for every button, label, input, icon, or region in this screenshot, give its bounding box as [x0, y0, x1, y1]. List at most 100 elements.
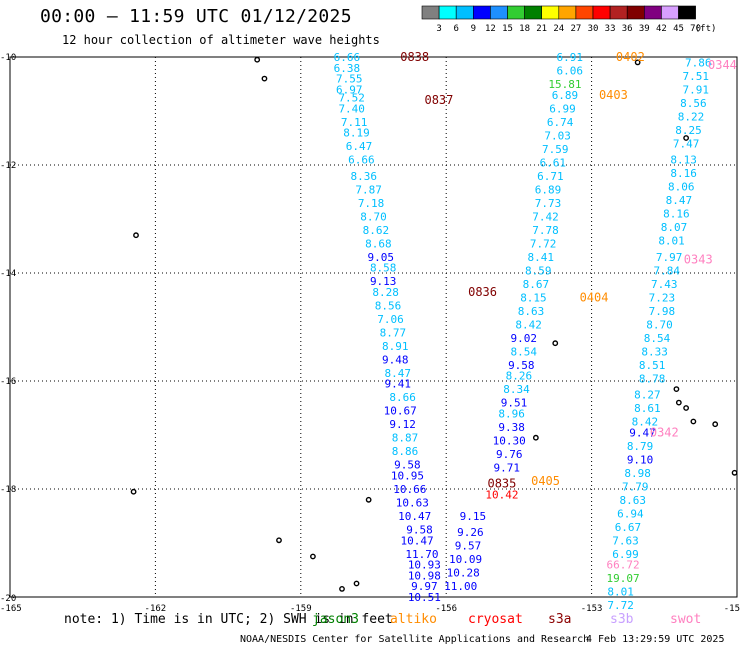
wave-height-label: 7.72 — [607, 599, 634, 612]
wave-height-label: 8.63 — [620, 494, 647, 507]
wave-height-label: 6.71 — [537, 170, 564, 183]
wave-height-label: 8.19 — [343, 127, 370, 140]
wave-height-label: 8.51 — [639, 359, 666, 372]
pass-label: 0342 — [650, 425, 679, 439]
wave-height-label: 8.42 — [515, 318, 542, 331]
wave-height-label: 9.76 — [496, 448, 523, 461]
wave-height-label: 6.89 — [535, 183, 562, 196]
wave-height-label: 8.47 — [666, 194, 693, 207]
wave-height-label: 8.36 — [351, 170, 378, 183]
wave-height-label: 19.07 — [607, 572, 640, 585]
wave-height-label: 8.66 — [389, 391, 416, 404]
colorbar-swatch — [678, 5, 696, 20]
y-tick-label: -18 — [0, 485, 16, 495]
wave-height-label: 8.27 — [634, 389, 661, 402]
wave-height-label: 9.41 — [384, 378, 411, 391]
wave-height-label: 8.47 — [384, 367, 411, 380]
wave-height-label: 6.74 — [547, 116, 574, 129]
generated-timestamp: 4 Feb 13:29:59 UTC 2025 — [586, 634, 725, 645]
wave-height-label: 8.16 — [663, 208, 690, 221]
wave-height-label: 7.18 — [358, 197, 385, 210]
island-marker — [133, 232, 139, 239]
wave-height-label: 6.67 — [615, 521, 642, 534]
wave-height-label: 6.61 — [540, 156, 567, 169]
wave-height-label: 7.06 — [377, 313, 404, 326]
colorbar-tick: 45 — [673, 24, 684, 34]
wave-height-label: 6.38 — [334, 62, 361, 75]
wave-height-label: 10.66 — [393, 483, 426, 496]
wave-height-label: 9.57 — [455, 540, 482, 553]
wave-height-label: 8.86 — [392, 445, 419, 458]
wave-height-label: 7.72 — [530, 237, 557, 250]
wave-height-label: 6.06 — [557, 65, 584, 78]
wave-height-label: 7.43 — [651, 278, 678, 291]
x-tick-label: -162 — [145, 604, 167, 614]
wave-height-label: 6.94 — [617, 507, 644, 520]
pass-label: 0835 — [487, 477, 516, 491]
wave-height-label: 9.02 — [510, 332, 537, 345]
wave-height-label: 8.06 — [668, 181, 695, 194]
wave-height-label: 10.63 — [396, 497, 429, 510]
wave-height-label: 8.61 — [634, 402, 661, 415]
colorbar-tick: 39 — [639, 24, 650, 34]
colorbar-tick: 6 — [453, 24, 458, 34]
colorbar-tick: 27 — [570, 24, 581, 34]
colorbar-tick: 30 — [588, 24, 599, 34]
wave-height-label: 11.00 — [444, 580, 477, 593]
wave-height-label: 8.07 — [661, 221, 688, 234]
wave-height-label: 9.47 — [629, 426, 656, 439]
wave-height-label: 9.97 — [411, 580, 438, 593]
colorbar-tick: 18 — [519, 24, 530, 34]
island-marker — [353, 580, 360, 587]
credit-line: NOAA/NESDIS Center for Satellite Applica… — [240, 634, 590, 645]
wave-height-label: 8.01 — [607, 586, 634, 599]
wave-height-label: 8.59 — [525, 264, 552, 277]
legend-swot: swot — [670, 612, 702, 627]
wave-height-label: 8.68 — [365, 237, 392, 250]
y-tick-label: -10 — [0, 53, 16, 63]
wave-height-label: 8.58 — [370, 262, 397, 275]
wave-height-label: 10.51 — [408, 591, 441, 604]
wave-height-label: 6.91 — [557, 51, 584, 64]
island-marker — [675, 399, 682, 406]
wave-height-label: 9.58 — [406, 524, 433, 537]
island-marker — [673, 386, 680, 392]
wave-height-label: 7.51 — [683, 70, 710, 83]
wave-height-label: 8.70 — [360, 210, 387, 223]
wave-height-label: 8.25 — [675, 124, 702, 137]
colorbar-tick: 9 — [471, 24, 476, 34]
x-tick-label: -156 — [435, 604, 457, 614]
wave-height-label: 9.58 — [508, 359, 535, 372]
pass-label: 0344 — [708, 58, 737, 72]
wave-height-label: 10.09 — [449, 553, 482, 566]
wave-height-label: 7.40 — [338, 102, 365, 115]
wave-height-label: 7.84 — [653, 264, 680, 277]
wave-height-label: 7.78 — [532, 224, 559, 237]
colorbar-tick: 3 — [436, 24, 441, 34]
colorbar: 3 6 9 12 15 18 21 24 27 30 33 36 39 42 45 70(ft) — [421, 5, 716, 34]
wave-height-label: 7.97 — [656, 251, 683, 264]
wave-height-label: 8.22 — [678, 110, 705, 123]
wave-height-label: 8.16 — [670, 167, 697, 180]
wave-height-label: 8.91 — [382, 340, 409, 353]
wave-height-label: 8.70 — [646, 318, 673, 331]
wave-height-label: 10.67 — [384, 405, 417, 418]
x-tick-label: -165 — [0, 604, 22, 614]
wave-height-label: 7.79 — [622, 480, 649, 493]
wave-height-label: 8.54 — [510, 345, 537, 358]
wave-height-label: 8.13 — [670, 154, 697, 167]
chart-subtitle: 12 hour collection of altimeter wave hei… — [62, 33, 380, 47]
wave-height-label: 9.10 — [627, 453, 654, 466]
wave-height-label: 10.47 — [398, 510, 431, 523]
wave-height-label: 10.47 — [401, 534, 434, 547]
colorbar-tick: 12 — [485, 24, 496, 34]
island-marker — [276, 537, 282, 544]
island-marker — [683, 135, 690, 141]
wave-height-label: 6.89 — [552, 89, 579, 102]
wave-height-label: 9.51 — [501, 397, 528, 410]
wave-height-label: 8.34 — [503, 383, 530, 396]
wave-height-label: 8.78 — [639, 372, 666, 385]
island-marker — [130, 488, 137, 495]
island-marker — [634, 59, 641, 66]
